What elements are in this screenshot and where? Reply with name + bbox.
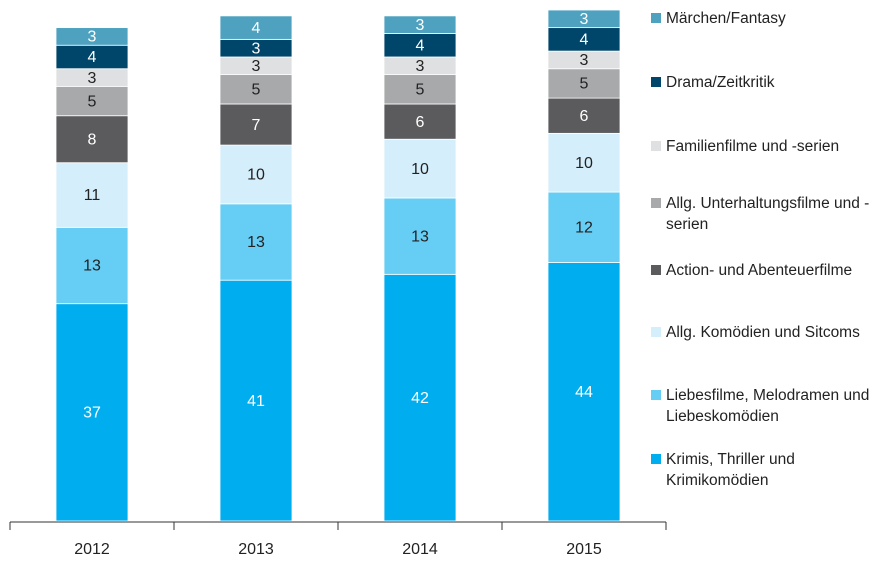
- legend-item: Liebesfilme, Melodramen und Liebeskomödi…: [651, 385, 887, 427]
- data-label: 7: [252, 117, 261, 134]
- data-label: 3: [88, 70, 97, 87]
- data-label: 3: [252, 40, 261, 57]
- data-label: 44: [575, 384, 593, 401]
- bar-segment: [219, 279, 293, 522]
- data-label: 3: [252, 58, 261, 75]
- data-label: 4: [580, 32, 589, 49]
- data-label: 3: [580, 11, 589, 28]
- x-tick-label: 2012: [74, 541, 110, 558]
- data-label: 6: [416, 114, 425, 131]
- data-label: 37: [83, 405, 101, 422]
- data-label: 13: [83, 258, 101, 275]
- bar-segment: [55, 115, 129, 164]
- legend-swatch: [651, 265, 661, 275]
- bar-segment: [55, 226, 129, 305]
- bar-segment: [383, 15, 457, 34]
- legend-label: Familienfilme und -serien: [666, 138, 840, 155]
- data-label: 5: [416, 82, 425, 99]
- data-label: 10: [411, 161, 429, 178]
- data-label: 8: [88, 131, 97, 148]
- data-label: 42: [411, 390, 429, 407]
- bar-segment: [55, 27, 129, 46]
- bar-segment: [219, 144, 293, 205]
- data-label: 12: [575, 220, 593, 237]
- legend-label: Action- und Abenteuerfilme: [666, 262, 853, 279]
- data-label: 13: [247, 234, 265, 251]
- bar-segment: [55, 303, 129, 522]
- legend-swatch: [651, 77, 661, 87]
- data-label: 5: [88, 93, 97, 110]
- legend-item: Action- und Abenteuerfilme: [651, 260, 887, 281]
- legend-item: Krimis, Thriller und Krimikomödien: [651, 449, 887, 491]
- legend-item: Märchen/Fantasy: [651, 8, 887, 29]
- bar-segment: [383, 273, 457, 522]
- data-label: 6: [580, 108, 589, 125]
- bar-segment: [219, 74, 293, 105]
- data-label: 4: [416, 37, 425, 54]
- legend-swatch: [651, 198, 661, 208]
- legend-swatch: [651, 454, 661, 464]
- legend-label: Allg. Unterhaltungsfilme und -serien: [666, 195, 870, 233]
- bar-segment: [547, 191, 621, 263]
- bar-segment: [547, 9, 621, 29]
- bar-segment: [383, 103, 457, 140]
- legend-item: Allg. Komödien und Sitcoms: [651, 322, 887, 343]
- data-label: 4: [88, 49, 97, 66]
- legend-swatch: [651, 390, 661, 400]
- bar-segment: [383, 197, 457, 275]
- bar-segment: [219, 15, 293, 40]
- legend-label: Drama/Zeitkritik: [666, 74, 775, 91]
- legend-swatch: [651, 141, 661, 151]
- bar-segment: [547, 262, 621, 522]
- bar-segment: [547, 97, 621, 134]
- bar-segment: [55, 85, 129, 117]
- legend-label: Allg. Komödien und Sitcoms: [666, 324, 860, 341]
- data-label: 5: [252, 82, 261, 99]
- legend-label: Liebesfilme, Melodramen und Liebeskomödi…: [666, 387, 870, 425]
- legend-item: Familienfilme und -serien: [651, 136, 887, 157]
- data-label: 3: [416, 58, 425, 75]
- legend-item: Drama/Zeitkritik: [651, 72, 887, 93]
- bar-segment: [383, 138, 457, 199]
- x-tick-label: 2014: [402, 541, 438, 558]
- legend-swatch: [651, 327, 661, 337]
- bar-segment: [219, 103, 293, 146]
- data-label: 13: [411, 228, 429, 245]
- x-tick-label: 2013: [238, 541, 274, 558]
- legend-label: Krimis, Thriller und Krimikomödien: [666, 451, 795, 489]
- data-label: 4: [252, 20, 261, 37]
- data-label: 5: [580, 76, 589, 93]
- bar-segment: [383, 74, 457, 105]
- legend-label: Märchen/Fantasy: [666, 10, 786, 27]
- data-label: 3: [580, 52, 589, 69]
- bar-segment: [547, 132, 621, 193]
- legend-swatch: [651, 13, 661, 23]
- data-label: 11: [84, 187, 101, 204]
- data-label: 3: [88, 29, 97, 46]
- data-label: 3: [416, 17, 425, 34]
- data-label: 10: [247, 167, 265, 184]
- bar-segment: [219, 203, 293, 281]
- x-tick-label: 2015: [566, 541, 602, 558]
- data-label: 10: [575, 155, 593, 172]
- legend-item: Allg. Unterhaltungsfilme und -serien: [651, 193, 887, 235]
- data-label: 41: [247, 393, 265, 410]
